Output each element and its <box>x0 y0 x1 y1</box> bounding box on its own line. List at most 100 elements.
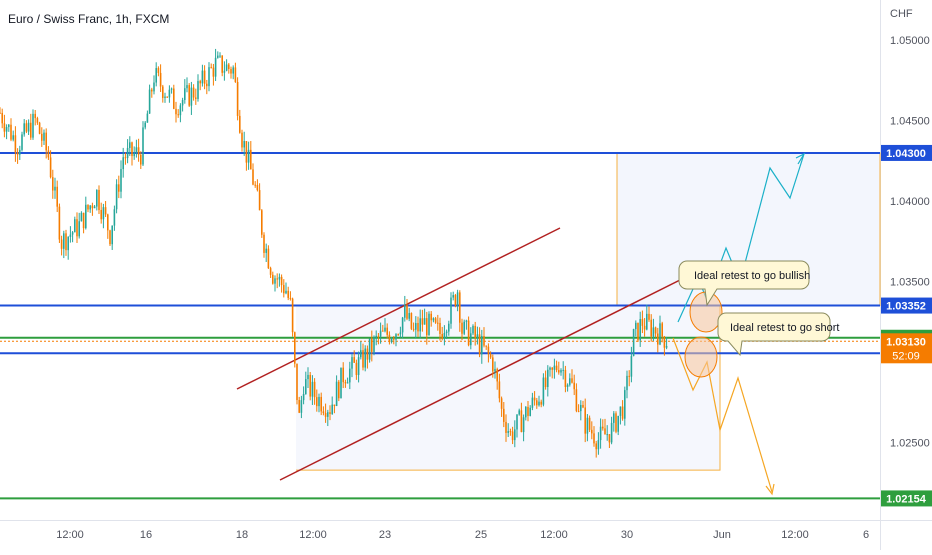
candle-body <box>637 322 639 341</box>
candle-body <box>168 89 171 98</box>
candle-body <box>276 278 278 280</box>
candle-body <box>599 426 602 441</box>
y-tick-label: 1.04000 <box>890 196 930 208</box>
candle-body <box>509 431 512 433</box>
candle-body <box>247 149 250 163</box>
candle-body <box>646 313 648 330</box>
candle-body <box>500 398 503 409</box>
candle-body <box>406 305 408 319</box>
candle-body <box>144 122 146 128</box>
x-tick-label: 25 <box>475 529 487 541</box>
candle-body <box>214 57 217 77</box>
candle-body <box>258 190 261 211</box>
candle-body <box>615 413 617 432</box>
candle-body <box>212 67 215 77</box>
candle-body <box>203 70 206 84</box>
candle-body <box>390 338 393 343</box>
candle-body <box>558 370 560 373</box>
candle-countdown: 52:09 <box>892 350 920 362</box>
candle-body <box>441 333 443 339</box>
candle-body <box>338 381 340 399</box>
candle-body <box>137 147 140 155</box>
candle-body <box>12 135 14 140</box>
candle-body <box>553 365 556 370</box>
candle-body <box>232 67 234 74</box>
candle-body <box>208 67 210 87</box>
x-tick-label: 30 <box>621 529 633 541</box>
candle-body <box>151 89 153 92</box>
candle-body <box>445 331 448 334</box>
candle-body <box>67 236 69 251</box>
candle-body <box>329 412 331 415</box>
channel-lower-line <box>279 274 691 481</box>
x-tick-label: 12:00 <box>299 529 327 541</box>
candle-body <box>654 327 657 334</box>
candle-body <box>324 413 327 417</box>
current-price-label: 1.03130 <box>886 336 926 348</box>
callout-bullish-bubble <box>678 260 810 307</box>
candle-body <box>1 112 3 124</box>
candle-body <box>153 82 155 92</box>
candle-body <box>219 55 221 57</box>
candle-body <box>507 431 509 433</box>
candle-body <box>443 333 446 339</box>
candle-body <box>595 443 597 450</box>
candle-body <box>584 407 586 434</box>
candle-body <box>641 319 644 326</box>
candle-body <box>450 297 452 324</box>
candle-body <box>591 429 593 434</box>
candle-body <box>498 381 501 399</box>
candle-body <box>476 334 479 338</box>
candle-body <box>628 375 630 377</box>
candle-body <box>298 399 300 413</box>
candle-body <box>459 292 461 323</box>
candle-body <box>511 431 514 441</box>
candle-body <box>278 276 281 280</box>
candle-body <box>560 370 562 373</box>
candle-body <box>96 189 98 207</box>
candle-body <box>518 410 520 415</box>
candle-body <box>474 325 476 338</box>
candle-body <box>300 400 303 413</box>
candle-body <box>210 67 212 69</box>
candle-body <box>181 100 184 106</box>
candle-body <box>426 318 428 336</box>
candle-body <box>230 68 232 74</box>
candle-body <box>529 407 531 416</box>
bearish-projection <box>672 337 773 493</box>
candle-body <box>382 330 384 332</box>
candle-body <box>157 68 160 73</box>
candle-body <box>291 298 294 333</box>
candle-body <box>98 189 100 210</box>
candle-body <box>41 133 43 141</box>
candle-body <box>663 336 666 348</box>
candle-body <box>164 96 166 98</box>
bearish-arrowhead <box>765 483 775 496</box>
candle-body <box>604 428 606 435</box>
candle-body <box>562 369 564 371</box>
candle-body <box>357 357 360 375</box>
candle-body <box>305 379 307 394</box>
candle-body <box>496 368 498 382</box>
candle-body <box>430 313 432 321</box>
candle-body <box>643 325 646 330</box>
candle-body <box>45 132 47 151</box>
candle-body <box>192 87 195 98</box>
candle-body <box>342 367 344 383</box>
candle-body <box>452 295 454 298</box>
candle-body <box>456 292 459 306</box>
y-tick-label: 1.04500 <box>890 116 930 128</box>
candle-body <box>368 338 371 360</box>
candle-body <box>327 412 329 417</box>
x-tick-label: Jun <box>713 529 731 541</box>
x-tick-label: 12:00 <box>56 529 84 541</box>
candle-body <box>533 397 536 401</box>
candle-body <box>307 374 309 380</box>
candle-body <box>657 333 659 345</box>
candle-body <box>285 290 287 294</box>
candle-body <box>296 363 298 400</box>
candle-body <box>241 132 243 148</box>
candle-body <box>265 248 267 253</box>
